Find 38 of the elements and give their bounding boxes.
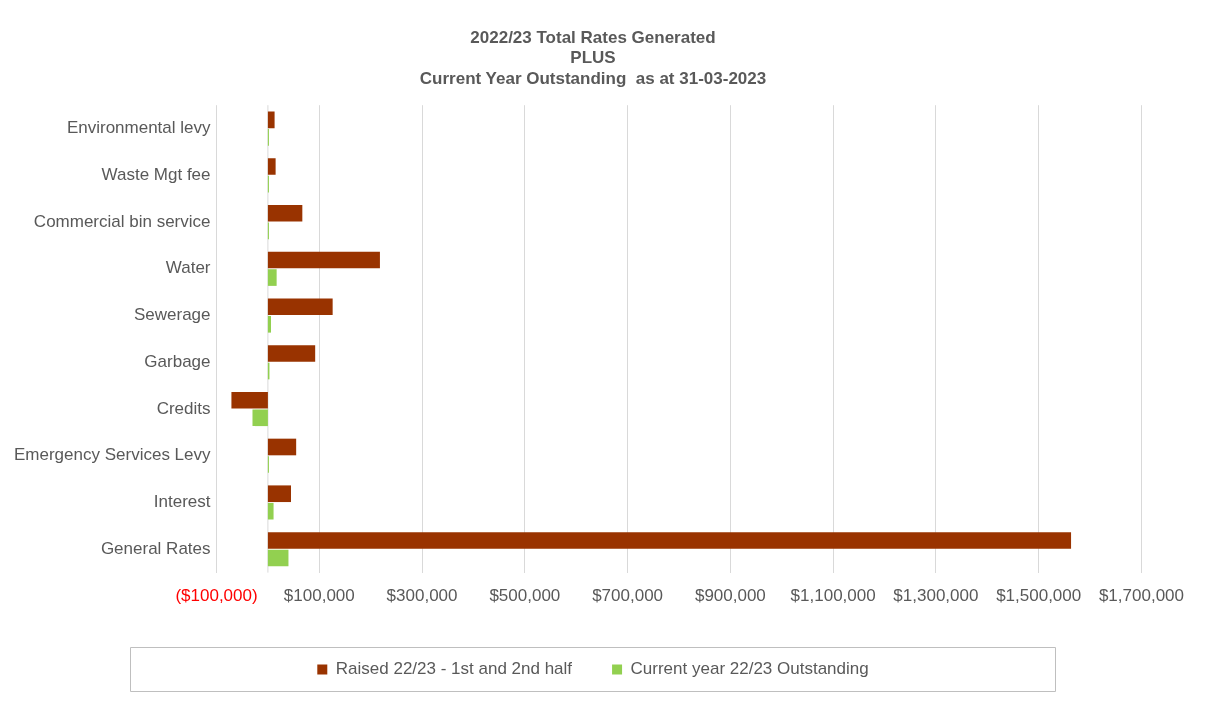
y-tick-label: Sewerage [133,305,211,325]
bar [267,502,274,520]
legend-label: Raised 22/23 - 1st and 2nd half [335,659,573,679]
y-tick-label: Interest [153,492,211,512]
y-tick-label: General Rates [100,538,211,558]
legend-label: Current year 22/23 Outstanding [630,659,869,679]
x-tick-label: $100,000 [283,586,355,606]
y-tick-label: Water [165,258,211,278]
bar [267,251,380,269]
bar [231,391,268,409]
bar [267,549,289,567]
y-tick-label: Credits [156,398,211,418]
x-tick-label: $300,000 [386,586,458,606]
x-tick-label: $900,000 [694,586,766,606]
bar [267,111,275,129]
x-tick-label: $1,300,000 [893,586,979,606]
bar [267,532,1072,549]
bar [267,269,277,286]
y-tick-label: Emergency Services Levy [13,445,212,465]
y-tick-label: Commercial bin service [33,211,211,231]
bar [267,438,297,456]
x-tick-label: $500,000 [489,586,561,606]
y-tick-label: Waste Mgt fee [101,165,211,184]
x-tick-label: $1,500,000 [996,586,1082,606]
chart-title: 2022/23 Total Rates Generated PLUS Current Year Outstanding as at 31-03-2023 [419,27,767,88]
bar [267,345,316,362]
x-tick-label: $1,700,000 [1098,586,1185,606]
y-tick-label: Environmental levy [66,118,212,138]
y-tick-label: Garbage [144,351,211,371]
x-tick-label: $700,000 [592,586,664,606]
x-tick-label: ($100,000) [175,586,258,606]
bar [267,315,271,333]
bar [267,204,303,222]
bar [252,409,268,427]
bar [267,485,292,503]
bar [267,158,276,175]
x-tick-label: $1,100,000 [790,586,876,606]
bar [267,298,333,316]
